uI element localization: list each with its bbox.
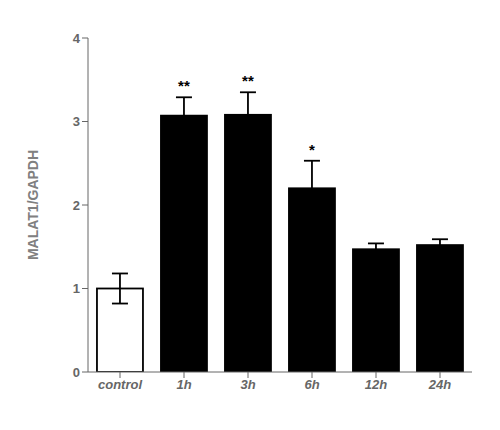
svg-text:*: *	[309, 141, 315, 158]
svg-text:0: 0	[73, 365, 80, 380]
svg-text:4: 4	[73, 31, 81, 46]
svg-text:**: **	[178, 77, 190, 94]
svg-text:24h: 24h	[428, 377, 451, 392]
svg-text:3h: 3h	[240, 377, 255, 392]
svg-text:6h: 6h	[304, 377, 319, 392]
svg-text:**: **	[242, 72, 254, 89]
svg-text:MALAT1/GAPDH: MALAT1/GAPDH	[25, 150, 41, 260]
svg-text:1: 1	[73, 281, 80, 296]
svg-text:2: 2	[73, 198, 80, 213]
svg-text:3: 3	[73, 114, 80, 129]
svg-text:12h: 12h	[365, 377, 387, 392]
svg-text:control: control	[98, 377, 142, 392]
svg-text:1h: 1h	[176, 377, 191, 392]
